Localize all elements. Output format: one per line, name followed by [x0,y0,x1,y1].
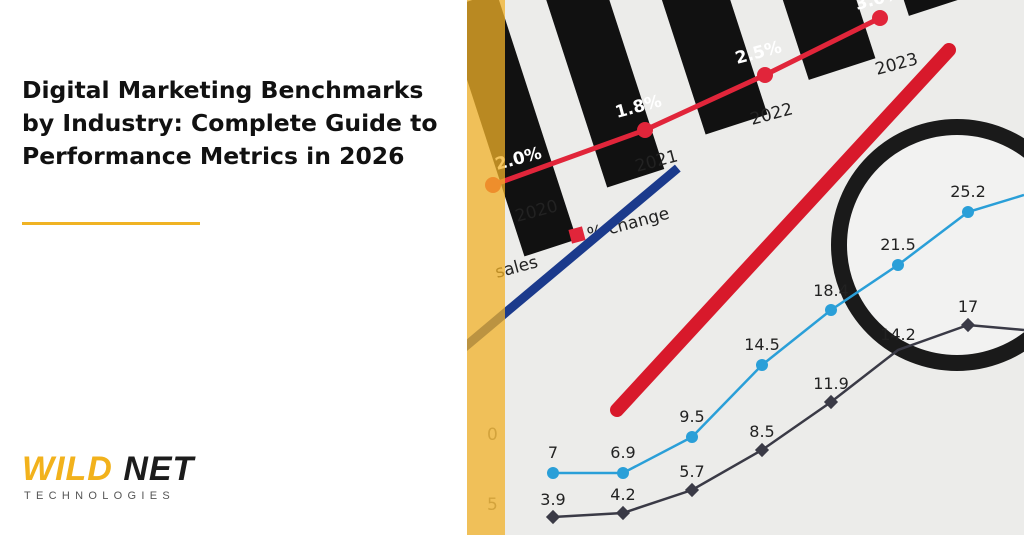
logo-wild: WILD [22,450,113,488]
blue-label: 18.4 [813,281,849,300]
black-label: 4.2 [610,485,635,504]
legend-swatch [568,226,586,244]
logo-net: NET [123,450,195,488]
blue-label: 7 [548,443,558,462]
title-underline [22,222,200,225]
blue-label: 9.5 [679,407,704,426]
black-label: 3.9 [540,490,565,509]
black-line [552,323,1024,519]
red-line [492,15,882,188]
black-label: 14.2 [880,325,916,344]
blue-label: 21.5 [880,235,916,254]
black-label: 11.9 [813,374,849,393]
title: Digital Marketing Benchmarks by Industry… [22,76,438,170]
logo: WILD NET [22,450,194,489]
black-label: 8.5 [749,422,774,441]
red-pencil [610,43,956,417]
blue-line [553,193,1024,475]
blue-label: 25.2 [950,182,986,201]
blue-label: 6.9 [610,443,635,462]
black-label: 5.7 [679,462,704,481]
yellow-band [467,0,505,535]
blue-label: 14.5 [744,335,780,354]
logo-tagline: TECHNOLOGIES [24,490,176,502]
photo: 2.0% 1.8% 2.5% 3.0% 2020 2021 2022 2023 … [467,0,1024,535]
black-label: 17 [958,297,978,316]
magnifier [831,119,1024,371]
